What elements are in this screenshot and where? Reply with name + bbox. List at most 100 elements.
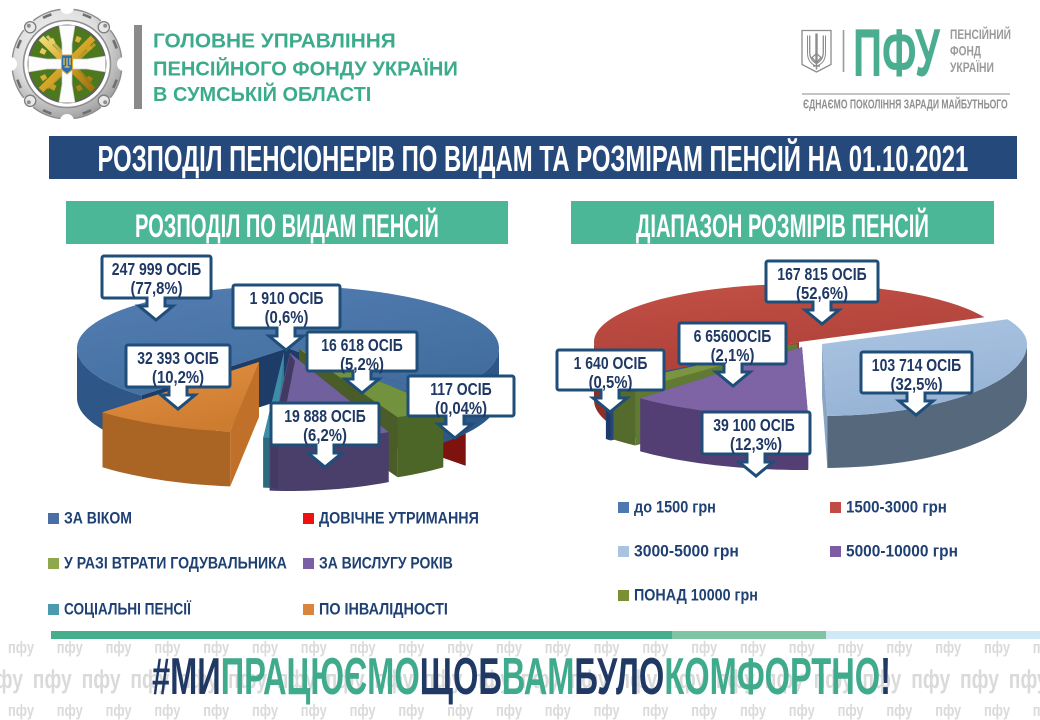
svg-text:пфу: пфу (398, 701, 425, 720)
svg-text:пфу: пфу (545, 701, 572, 720)
svg-text:пфу: пфу (960, 664, 999, 694)
svg-text:ПЕНСІЙНИЙ: ПЕНСІЙНИЙ (950, 25, 1011, 42)
svg-text:пфу: пфу (691, 638, 718, 657)
svg-text:пфу: пфу (667, 664, 706, 694)
svg-text:пфу: пфу (911, 664, 950, 694)
svg-text:пфу: пфу (228, 664, 267, 694)
svg-text:(0,6%): (0,6%) (265, 308, 309, 327)
svg-text:39 100 ОСІБ: 39 100 ОСІБ (713, 417, 795, 436)
svg-text:пфу: пфу (886, 638, 913, 657)
svg-text:117 ОСІБ: 117 ОСІБ (430, 381, 491, 400)
svg-text:19 888 ОСІБ: 19 888 ОСІБ (284, 408, 366, 427)
svg-text:3000-5000 грн: 3000-5000 грн (634, 542, 739, 561)
svg-text:1 910 ОСІБ: 1 910 ОСІБ (250, 290, 324, 309)
svg-text:пфу: пфу (277, 664, 316, 694)
svg-text:пфу: пфу (154, 701, 181, 720)
svg-text:пфу: пфу (570, 664, 609, 694)
svg-text:пфу: пфу (8, 701, 35, 720)
svg-text:ДІАПАЗОН РОЗМІРІВ ПЕНСІЙ: ДІАПАЗОН РОЗМІРІВ ПЕНСІЙ (636, 207, 929, 244)
svg-text:32 393 ОСІБ: 32 393 ОСІБ (137, 350, 219, 369)
svg-text:ПРАЦЮЄМО: ПРАЦЮЄМО (221, 648, 420, 706)
svg-text:пфу: пфу (374, 664, 413, 694)
svg-text:пфу: пфу (130, 664, 169, 694)
svg-text:пфу: пфу (594, 701, 621, 720)
svg-text:(0,04%): (0,04%) (435, 399, 487, 418)
svg-text:(32,5%): (32,5%) (891, 375, 943, 394)
svg-text:пфу: пфу (545, 638, 572, 657)
svg-text:#МИ: #МИ (152, 648, 221, 706)
svg-text:1 640 ОСІБ: 1 640 ОСІБ (574, 355, 648, 374)
svg-text:пфу: пфу (521, 664, 560, 694)
svg-text:ЄДНАЄМО ПОКОЛІННЯ ЗАРАДИ МАЙБУ: ЄДНАЄМО ПОКОЛІННЯ ЗАРАДИ МАЙБУТНЬОГО (803, 97, 1008, 112)
svg-text:ЗА ВИСЛУГУ РОКІВ: ЗА ВИСЛУГУ РОКІВ (319, 554, 453, 572)
svg-text:пфу: пфу (350, 701, 377, 720)
svg-text:(77,8%): (77,8%) (131, 279, 183, 298)
svg-text:пфу: пфу (252, 701, 279, 720)
svg-text:пфу: пфу (326, 664, 365, 694)
svg-text:пфу: пфу (765, 664, 804, 694)
svg-text:пфу: пфу (886, 701, 913, 720)
svg-text:ЩОБ: ЩОБ (420, 648, 502, 706)
svg-text:5000-10000 грн: 5000-10000 грн (846, 542, 958, 561)
svg-text:В СУМСЬКІЙ ОБЛАСТІ: В СУМСЬКІЙ ОБЛАСТІ (153, 82, 371, 106)
svg-text:РОЗПОДІЛ ПО ВИДАМ ПЕНСІЙ: РОЗПОДІЛ ПО ВИДАМ ПЕНСІЙ (135, 207, 439, 244)
svg-text:пфу: пфу (57, 638, 84, 657)
svg-text:пфу: пфу (984, 638, 1011, 657)
svg-text:пфу: пфу (1033, 638, 1040, 657)
svg-text:пфу: пфу (642, 701, 669, 720)
svg-text:ФОНД: ФОНД (950, 43, 981, 59)
svg-text:пфу: пфу (789, 701, 816, 720)
svg-text:пфу: пфу (642, 638, 669, 657)
svg-text:пфу: пфу (594, 638, 621, 657)
svg-text:ГОЛОВНЕ УПРАВЛІННЯ: ГОЛОВНЕ УПРАВЛІННЯ (153, 31, 396, 53)
svg-text:пфу: пфу (0, 664, 23, 694)
svg-text:(12,3%): (12,3%) (730, 435, 782, 454)
svg-text:пфу: пфу (447, 701, 474, 720)
svg-text:ВАМ: ВАМ (502, 648, 575, 706)
svg-text:пфу: пфу (496, 638, 523, 657)
svg-text:до 1500 грн: до 1500 грн (634, 499, 716, 517)
svg-text:пфу: пфу (740, 701, 767, 720)
svg-text:пфу: пфу (106, 638, 133, 657)
svg-text:ПОНАД 10000 грн: ПОНАД 10000 грн (634, 586, 758, 604)
svg-text:пфу: пфу (838, 701, 865, 720)
svg-text:УКРАЇНИ: УКРАЇНИ (950, 58, 994, 75)
svg-text:(6,2%): (6,2%) (303, 426, 347, 445)
svg-text:ДОВІЧНЕ УТРИМАННЯ: ДОВІЧНЕ УТРИМАННЯ (319, 510, 479, 528)
svg-text:пфу: пфу (740, 638, 767, 657)
svg-text:пфу: пфу (935, 701, 962, 720)
svg-text:пфу: пфу (8, 638, 35, 657)
svg-text:пфу: пфу (618, 664, 657, 694)
svg-text:ПО ІНВАЛІДНОСТІ: ПО ІНВАЛІДНОСТІ (319, 601, 448, 619)
svg-text:пфу: пфу (789, 638, 816, 657)
svg-text:пфу: пфу (203, 701, 230, 720)
svg-text:(2,1%): (2,1%) (711, 346, 755, 365)
svg-text:пфу: пфу (691, 701, 718, 720)
svg-text:пфу: пфу (398, 638, 425, 657)
svg-text:247 999 ОСІБ: 247 999 ОСІБ (112, 261, 201, 280)
svg-text:167 815 ОСІБ: 167 815 ОСІБ (777, 266, 866, 285)
svg-text:(10,2%): (10,2%) (152, 368, 204, 387)
svg-text:(0,5%): (0,5%) (589, 373, 633, 392)
svg-text:(52,6%): (52,6%) (796, 284, 848, 303)
svg-text:пфу: пфу (301, 638, 328, 657)
svg-text:пфу: пфу (935, 638, 962, 657)
svg-text:БУЛО: БУЛО (574, 648, 664, 706)
svg-text:пфу: пфу (838, 638, 865, 657)
svg-text:пфу: пфу (106, 701, 133, 720)
svg-text:СОЦІАЛЬНІ ПЕНСІЇ: СОЦІАЛЬНІ ПЕНСІЇ (64, 600, 192, 619)
svg-text:пфу: пфу (301, 701, 328, 720)
svg-text:ЗА ВІКОМ: ЗА ВІКОМ (64, 509, 132, 527)
svg-text:пфу: пфу (82, 664, 121, 694)
svg-text:пфу: пфу (154, 638, 181, 657)
svg-text:пфу: пфу (1009, 664, 1040, 694)
svg-text:1500-3000 грн: 1500-3000 грн (846, 498, 947, 517)
svg-text:пфу: пфу (984, 701, 1011, 720)
svg-text:пфу: пфу (472, 664, 511, 694)
svg-text:пфу: пфу (350, 638, 377, 657)
svg-text:(5,2%): (5,2%) (340, 355, 384, 374)
svg-text:пфу: пфу (862, 664, 901, 694)
svg-text:ПЕНСІЙНОГО ФОНДУ УКРАЇНИ: ПЕНСІЙНОГО ФОНДУ УКРАЇНИ (153, 56, 458, 80)
svg-text:ПФУ: ПФУ (853, 14, 941, 91)
svg-text:103 714 ОСІБ: 103 714 ОСІБ (872, 357, 961, 376)
